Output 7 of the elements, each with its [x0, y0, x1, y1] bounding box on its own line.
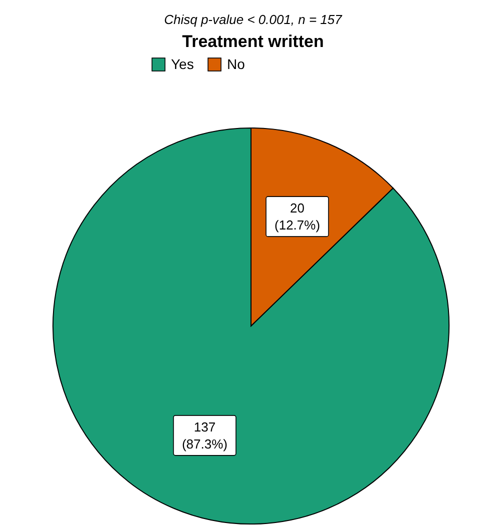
- legend-label: No: [227, 56, 246, 72]
- legend-label: Yes: [171, 56, 194, 72]
- chart-subtitle: Chisq p-value < 0.001, n = 157: [164, 12, 343, 27]
- pie-slice: [52, 128, 450, 524]
- data-label: 137 (87.3%): [182, 419, 228, 452]
- legend-title: Treatment written: [182, 32, 324, 51]
- data-label: 20 (12.7%): [274, 200, 320, 233]
